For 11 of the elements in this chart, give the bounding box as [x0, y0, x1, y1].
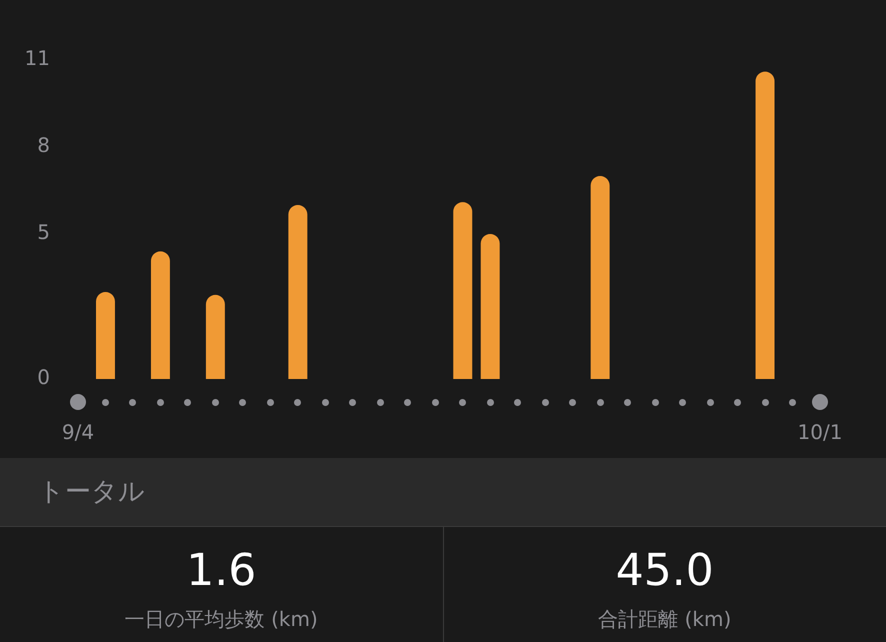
x-tick-label: 10/1	[798, 420, 842, 444]
text: トータル	[0, 458, 886, 527]
text: 45.0	[614, 545, 715, 596]
y-tick-label: 8	[37, 133, 50, 158]
text: 合計距離 (km)	[597, 606, 732, 633]
x-tick-label: 9/4	[62, 420, 94, 444]
y-tick-label: 11	[24, 46, 50, 70]
y-tick-label: 0	[37, 365, 50, 390]
text: 一日の平均歩数 (km)	[124, 606, 319, 633]
y-tick-label: 5	[37, 220, 50, 244]
text: 1.6	[185, 545, 258, 596]
